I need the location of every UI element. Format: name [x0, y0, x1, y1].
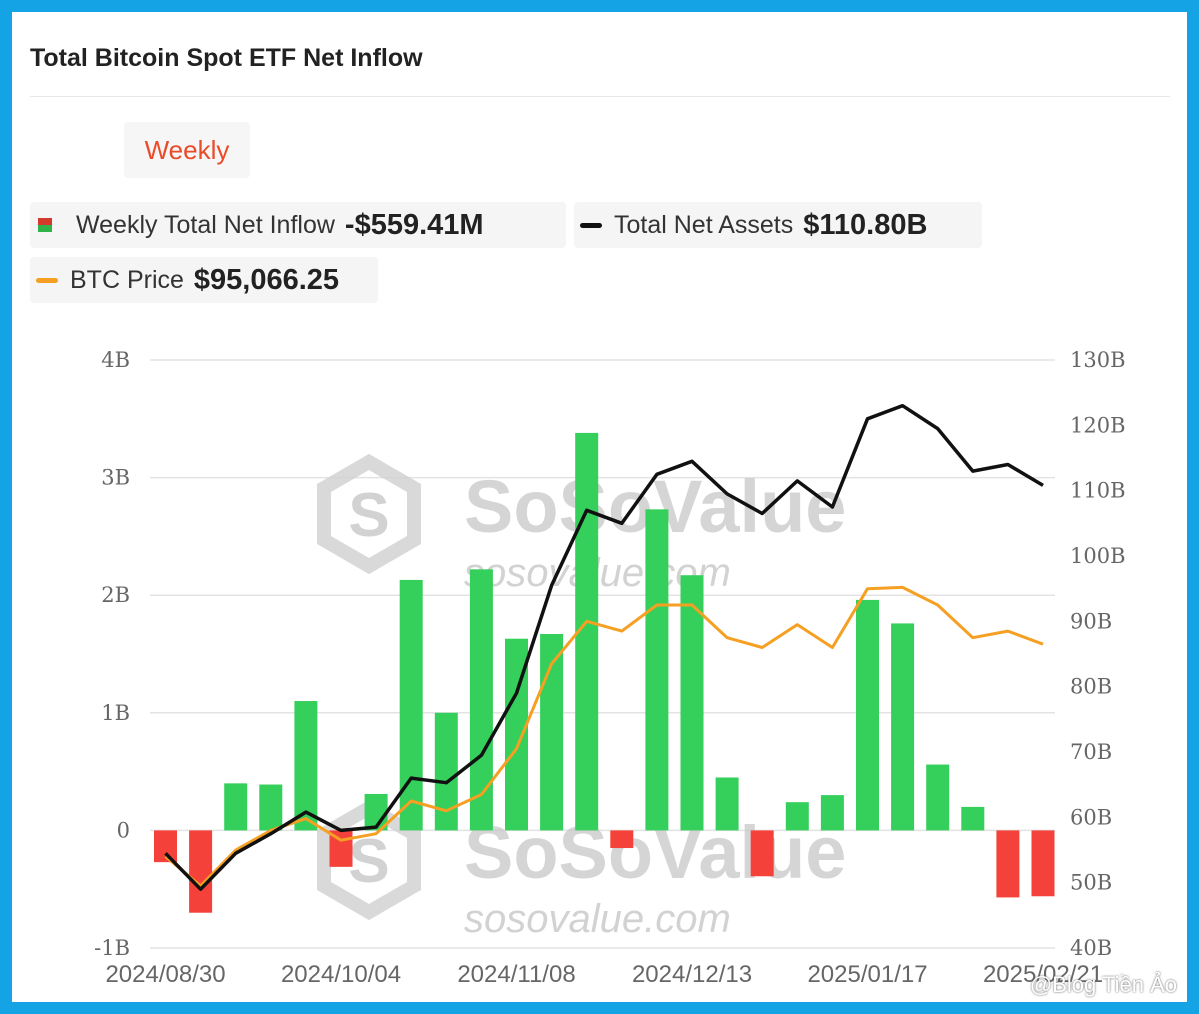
- legend-inflow-swatch: [38, 218, 52, 232]
- right-tick-label: 70B: [1070, 740, 1112, 764]
- inflow-bar: [189, 830, 213, 913]
- lines: [164, 403, 1044, 891]
- inflow-bar: [540, 634, 564, 831]
- inflow-bar: [750, 830, 774, 877]
- inflow-bar: [575, 432, 599, 831]
- left-tick-label: 0: [117, 818, 130, 842]
- inflow-bar: [154, 830, 177, 863]
- tab-weekly[interactable]: Weekly: [124, 122, 250, 178]
- right-tick-label: 90B: [1070, 609, 1112, 633]
- x-tick-label: 2024/11/08: [457, 961, 575, 988]
- page-title: Total Bitcoin Spot ETF Net Inflow: [30, 44, 423, 72]
- right-tick-label: 100B: [1070, 544, 1126, 568]
- x-tick-label: 2025/01/17: [807, 961, 927, 988]
- inflow-bar: [961, 806, 985, 831]
- x-tick-label: 2024/12/13: [632, 961, 752, 988]
- legend-inflow-label: Weekly Total Net Inflow: [76, 210, 335, 239]
- watermark-logo: [317, 799, 421, 921]
- inflow-bar: [996, 830, 1020, 898]
- right-tick-label: 80B: [1070, 675, 1112, 699]
- left-tick-label: -1B: [94, 936, 130, 960]
- inflow-bar: [820, 795, 844, 831]
- inflow-bar: [224, 783, 248, 831]
- inflow-bar: [926, 764, 950, 831]
- right-tick-label: 60B: [1070, 805, 1112, 829]
- title-divider: [30, 96, 1170, 97]
- inflow-bar: [399, 579, 423, 831]
- watermark-logo: [317, 453, 421, 575]
- chart-card: Total Bitcoin Spot ETF Net Inflow Weekly…: [12, 12, 1187, 1002]
- inflow-bar: [294, 701, 318, 831]
- watermark-url: sosovalue.com: [464, 897, 731, 941]
- inflow-bar: [715, 777, 739, 831]
- inflow-bar: [785, 802, 809, 831]
- legend-total-net-assets[interactable]: Total Net Assets $110.80B: [574, 202, 982, 248]
- total-net-assets-line: [164, 403, 1044, 891]
- grid: [150, 359, 1055, 949]
- inflow-bar: [891, 623, 915, 831]
- left-axis-ticks: 4B 3B 2B 1B 0 -1B: [94, 348, 130, 960]
- inflow-bar: [645, 509, 669, 831]
- legend-assets-swatch: [580, 222, 602, 228]
- inflow-bar: [259, 784, 283, 831]
- left-tick-label: 2B: [101, 583, 130, 607]
- credit-text: @Blog Tiền Ảo: [1029, 972, 1177, 997]
- inflow-bar: [680, 575, 704, 831]
- legend-assets-label: Total Net Assets: [614, 210, 794, 239]
- left-tick-label: 4B: [101, 348, 130, 372]
- inflow-bar: [610, 830, 634, 849]
- right-tick-label: 120B: [1070, 413, 1126, 437]
- right-tick-label: 50B: [1070, 871, 1112, 895]
- inflow-bar: [434, 712, 458, 831]
- x-axis-ticks: 2024/08/30 2024/10/04 2024/11/08 2024/12/13…: [105, 961, 1103, 988]
- watermark-logo-letter: S: [348, 481, 389, 550]
- chart-svg: SSoSoValuesosovalue.comSSoSoValuesosoval…: [94, 348, 1126, 988]
- legend-assets-value: $110.80B: [803, 208, 928, 241]
- right-tick-label: 110B: [1070, 479, 1126, 503]
- legend-btc-price[interactable]: BTC Price $95,066.25: [30, 257, 378, 303]
- x-tick-label: 2024/08/30: [105, 961, 225, 988]
- x-tick-label: 2025/02/21: [983, 961, 1103, 988]
- left-tick-label: 1B: [101, 701, 130, 725]
- inflow-bar: [505, 638, 528, 831]
- legend-weekly-inflow[interactable]: Weekly Total Net Inflow -$559.41M: [30, 202, 566, 248]
- x-tick-label: 2024/10/04: [281, 961, 401, 988]
- legend-price-value: $95,066.25: [193, 263, 340, 296]
- inflow-bar: [1031, 830, 1055, 897]
- right-axis-ticks: 130B 120B 110B 100B 90B 80B 70B 60B 50B 40B: [1070, 348, 1126, 960]
- inflow-bar: [469, 569, 493, 831]
- btc-price-line: [164, 585, 1044, 888]
- legend-price-label: BTC Price: [70, 265, 184, 294]
- inflow-bar: [856, 599, 879, 831]
- right-tick-label: 40B: [1070, 936, 1112, 960]
- legend-price-swatch: [36, 277, 58, 283]
- legend-inflow-value: -$559.41M: [344, 208, 484, 241]
- left-tick-label: 3B: [101, 466, 130, 490]
- right-tick-label: 130B: [1070, 348, 1126, 372]
- inflow-bars: [154, 432, 1055, 913]
